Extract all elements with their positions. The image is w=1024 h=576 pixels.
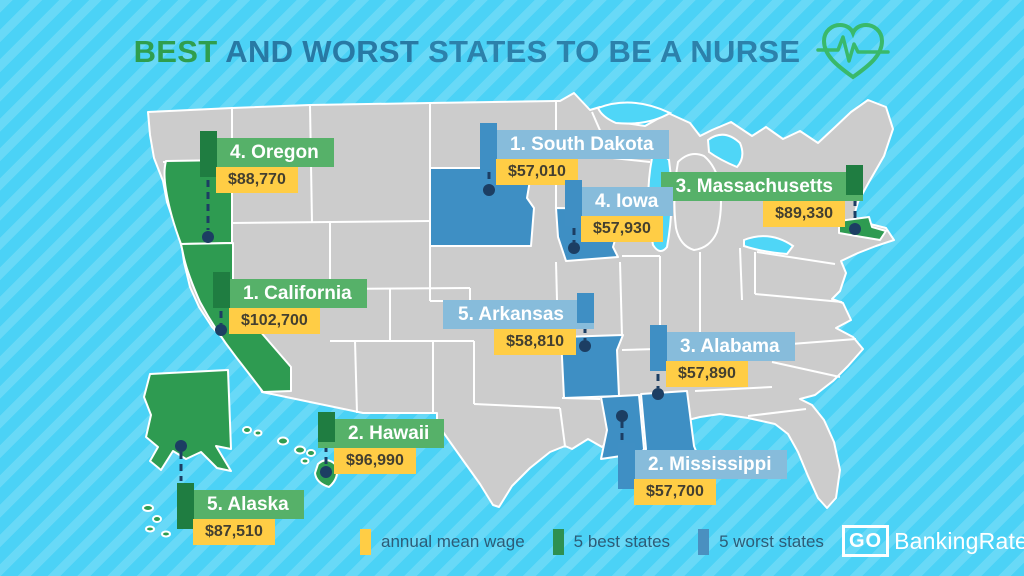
callout-mississippi-tab <box>618 443 635 489</box>
logo-name: BankingRates <box>894 527 1024 554</box>
legend-item-wage: annual mean wage <box>360 529 525 555</box>
dot-alabama <box>652 388 664 400</box>
aleutian-island <box>152 515 162 523</box>
callout-alaska-name: 5. Alaska <box>177 490 304 519</box>
legend-swatch-wage <box>360 529 371 555</box>
callout-hawaii-name: 2. Hawaii <box>318 419 445 448</box>
callout-iowa-tab <box>565 180 582 226</box>
hawaii-island <box>294 445 306 455</box>
title-best: BEST <box>133 34 218 69</box>
heart-pulse-icon <box>816 22 891 80</box>
state-arkansas <box>560 334 624 399</box>
dot-hawaii <box>320 466 332 478</box>
callout-massachusetts-wage: $89,330 <box>763 201 845 227</box>
state-massachusetts <box>838 216 887 241</box>
hawaii-island <box>242 426 252 434</box>
hawaii-island <box>306 449 316 457</box>
callout-arkansas-tab <box>577 293 594 323</box>
callout-south-dakota-name: 1. South Dakota <box>480 130 669 159</box>
callout-hawaii-tab <box>318 412 335 442</box>
callout-oregon-tab <box>200 131 217 177</box>
header: BEST AND WORST STATES TO BE A NURSE <box>0 16 1024 88</box>
callout-hawaii-wage: $96,990 <box>334 448 416 474</box>
legend-swatch-worst <box>698 529 710 555</box>
callout-massachusetts-tab <box>846 165 863 195</box>
callout-oregon-name: 4. Oregon <box>200 138 334 167</box>
callout-alabama-wage: $57,890 <box>666 361 748 387</box>
hawaii-island <box>300 457 310 465</box>
dot-iowa <box>568 242 580 254</box>
legend-item-best: 5 best states <box>552 529 671 555</box>
callout-california-wage: $102,700 <box>229 308 320 334</box>
callout-mississippi-wage: $57,700 <box>634 479 716 505</box>
logo-go-box: GO <box>842 525 890 557</box>
dot-south-dakota <box>483 184 495 196</box>
best-states <box>142 159 887 538</box>
dot-alaska <box>175 440 187 452</box>
callout-oregon-wage: $88,770 <box>216 167 298 193</box>
callout-alabama-tab <box>650 325 667 371</box>
callout-california-tab <box>213 272 230 308</box>
callout-alaska-tab <box>177 483 194 529</box>
dot-california <box>215 324 227 336</box>
callout-arkansas-name: 5. Arkansas <box>443 300 594 329</box>
legend: annual mean wage 5 best states 5 worst s… <box>360 529 824 555</box>
lake-huron <box>706 133 744 169</box>
legend-label-worst: 5 worst states <box>719 532 824 551</box>
aleutian-island <box>142 504 154 512</box>
dot-mississippi <box>616 410 628 422</box>
callout-south-dakota-tab <box>480 123 497 169</box>
aleutian-island <box>145 525 155 533</box>
hawaii-island <box>277 436 289 446</box>
legend-label-wage: annual mean wage <box>381 532 525 551</box>
lake-superior <box>596 101 673 125</box>
state-alaska <box>143 369 232 472</box>
callout-arkansas-wage: $58,810 <box>494 329 576 355</box>
legend-swatch-best <box>552 529 564 555</box>
callout-alaska-wage: $87,510 <box>193 519 275 545</box>
callout-mississippi-name: 2. Mississippi <box>618 450 787 479</box>
page-title: BEST AND WORST STATES TO BE A NURSE <box>134 34 801 70</box>
lake-erie <box>743 235 795 256</box>
gobankingrates-logo: GO BankingRates <box>842 525 1024 557</box>
legend-item-worst: 5 worst states <box>698 529 824 555</box>
dot-massachusetts <box>849 223 861 235</box>
title-and-worst: AND WORST <box>225 34 420 69</box>
callout-massachusetts-name: 3. Massachusetts <box>660 172 863 201</box>
callout-california-name: 1. California <box>213 279 367 308</box>
callout-iowa-wage: $57,930 <box>581 216 663 242</box>
callout-alabama-name: 3. Alabama <box>650 332 795 361</box>
aleutian-island <box>161 530 171 538</box>
callout-dots <box>175 184 861 478</box>
legend-label-best: 5 best states <box>573 532 671 551</box>
callout-iowa-name: 4. Iowa <box>565 187 674 216</box>
dot-oregon <box>202 231 214 243</box>
hawaii-island <box>253 429 263 437</box>
dot-arkansas <box>579 340 591 352</box>
title-rest: STATES TO BE A NURSE <box>428 34 801 69</box>
callout-south-dakota-wage: $57,010 <box>496 159 578 185</box>
michigan-mitten <box>673 153 722 252</box>
